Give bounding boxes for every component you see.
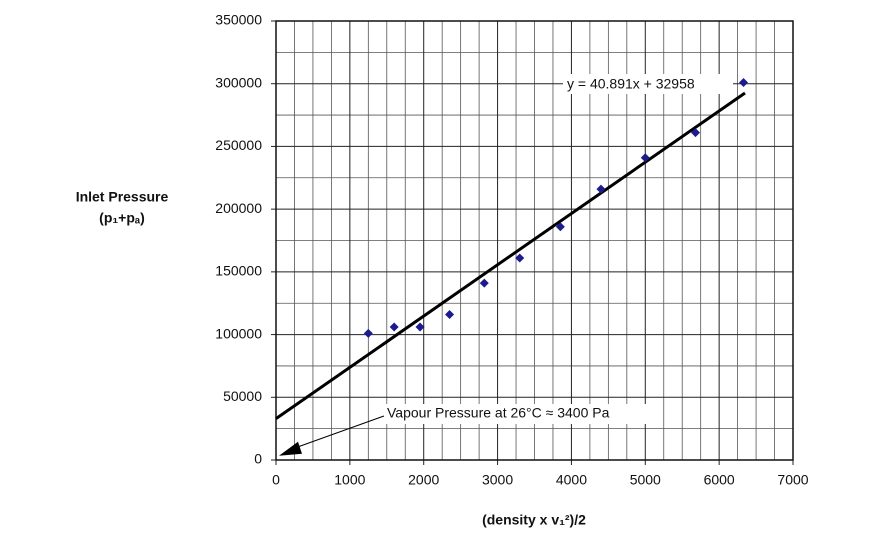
data-point <box>555 222 565 232</box>
data-point <box>389 322 399 332</box>
annotation: Vapour Pressure at 26°C ≈ 3400 Pa <box>387 405 610 421</box>
data-point <box>596 184 606 194</box>
trendline-label-bg <box>563 74 733 94</box>
annotation-bg <box>382 404 662 424</box>
data-point <box>445 310 455 320</box>
x-tick-label: 4000 <box>556 472 587 488</box>
x-tick-label: 5000 <box>630 472 661 488</box>
x-tick-label: 2000 <box>408 472 439 488</box>
y-axis-label: Inlet Pressure <box>76 189 169 205</box>
y-tick-label: 0 <box>254 451 262 467</box>
x-tick-label: 3000 <box>482 472 513 488</box>
y-tick-label: 200000 <box>215 200 262 216</box>
annotation-arrowhead <box>279 441 302 456</box>
x-tick-label: 6000 <box>704 472 735 488</box>
data-point <box>640 153 650 163</box>
data-point <box>739 77 749 87</box>
data-point <box>479 278 489 288</box>
x-axis-label: (density x v₁²)/2 <box>482 512 586 528</box>
y-tick-label: 50000 <box>223 388 262 404</box>
y-tick-label: 350000 <box>215 12 262 28</box>
x-tick-label: 0 <box>272 472 280 488</box>
y-tick-label: 100000 <box>215 325 262 341</box>
y-axis-label: (p₁+pₐ) <box>99 210 145 226</box>
x-tick-label: 7000 <box>777 472 808 488</box>
y-tick-label: 250000 <box>215 137 262 153</box>
annotation-arrow <box>289 415 385 451</box>
y-tick-label: 300000 <box>215 74 262 90</box>
trendline <box>275 91 746 420</box>
trendline-label: y = 40.891x + 32958 <box>567 76 695 92</box>
data-point <box>415 322 425 332</box>
y-tick-label: 150000 <box>215 263 262 279</box>
plot-frame <box>275 20 794 461</box>
x-tick-label: 1000 <box>334 472 365 488</box>
data-point <box>515 253 525 263</box>
data-point <box>691 128 701 138</box>
data-point <box>363 328 373 338</box>
